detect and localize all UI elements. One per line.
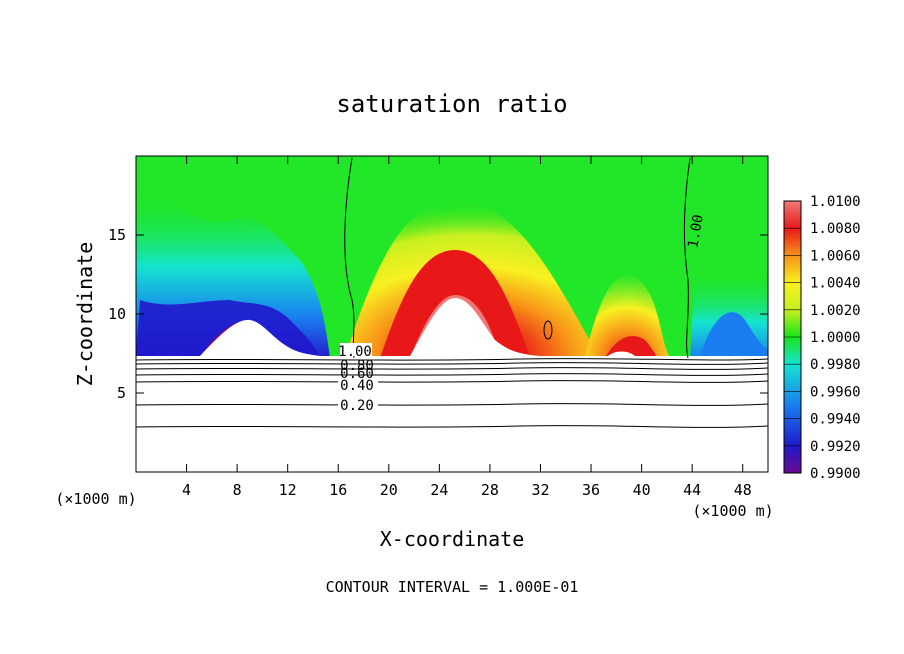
x-tick-label: 48 <box>734 481 752 499</box>
x-tick-label: 20 <box>380 481 398 499</box>
x-tick-label: 44 <box>683 481 701 499</box>
y-tick-label: 5 <box>117 384 126 402</box>
x-tick-label: 24 <box>430 481 448 499</box>
y-tick-label: 10 <box>108 305 126 323</box>
x-axis-label: X-coordinate <box>380 527 525 551</box>
contour-label: 0.60 <box>340 366 374 382</box>
y-axis: 5 10 15 <box>108 226 768 402</box>
x-axis: 4 8 12 16 20 24 28 32 36 40 44 48 <box>182 156 752 499</box>
isolines <box>136 157 768 428</box>
x-tick-label: 8 <box>233 481 242 499</box>
colorbar-tick-label: 0.9920 <box>810 439 861 455</box>
x-tick-label: 40 <box>633 481 651 499</box>
subsaturated-layer <box>136 298 768 472</box>
y-axis-label: Z-coordinate <box>73 242 97 387</box>
colorbar-tick-label: 1.0000 <box>810 330 861 346</box>
colorbar-tick-label: 1.0020 <box>810 303 861 319</box>
heatmap-field <box>136 156 768 472</box>
x-unit-left: (×1000 m) <box>55 490 136 508</box>
x-tick-label: 16 <box>329 481 347 499</box>
contour-label: 1.00 <box>338 344 372 360</box>
x-unit-right: (×1000 m) <box>692 502 773 520</box>
contour-label: 0.80 <box>340 358 374 374</box>
colorbar-tick-label: 0.9940 <box>810 412 861 428</box>
chart-title: saturation ratio <box>336 90 567 118</box>
colorbar-tick-label: 1.0100 <box>810 194 861 210</box>
colorbar-tick-label: 0.9900 <box>810 466 861 482</box>
x-tick-label: 12 <box>279 481 297 499</box>
colorbar-labels: 1.0100 1.0080 1.0060 1.0040 1.0020 1.0000 0.99… <box>784 194 861 482</box>
x-tick-label: 4 <box>182 481 191 499</box>
colorbar-tick-label: 0.9960 <box>810 384 861 400</box>
contour-label: 0.40 <box>340 378 374 394</box>
x-tick-label: 28 <box>481 481 499 499</box>
colorbar-tick-label: 1.0040 <box>810 276 861 292</box>
footer-note: CONTOUR INTERVAL = 1.000E-01 <box>326 578 579 596</box>
contour-label: 1.00 <box>685 213 707 249</box>
colorbar-tick-label: 0.9980 <box>810 357 861 373</box>
contour-labels: 1.00 1.00 0.80 0.60 0.40 0.20 <box>338 213 707 414</box>
x-tick-label: 32 <box>531 481 549 499</box>
colorbar-tick-label: 1.0080 <box>810 221 861 237</box>
colorbar-tick-label: 1.0060 <box>810 248 861 264</box>
contour-label: 0.20 <box>340 398 374 414</box>
y-tick-label: 15 <box>108 226 126 244</box>
right-supersaturation <box>585 273 670 358</box>
x-tick-label: 36 <box>582 481 600 499</box>
